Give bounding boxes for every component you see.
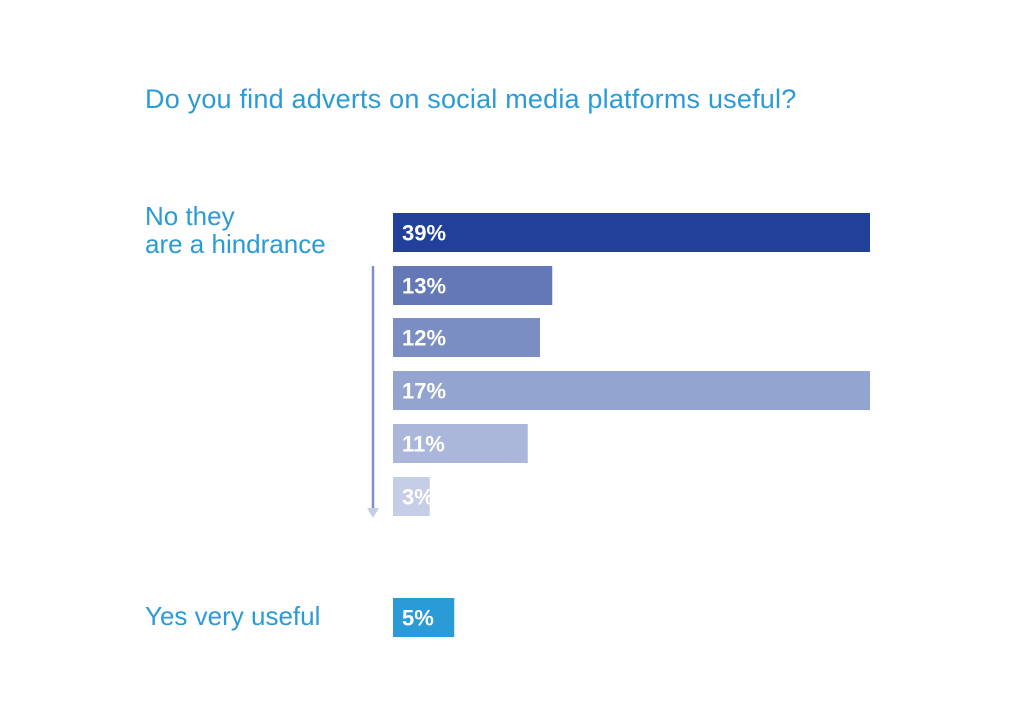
- bar-1: [393, 213, 870, 252]
- bar-value-label-4: 17%: [402, 379, 446, 404]
- bar-value-label-6: 3%: [402, 485, 434, 510]
- bar-4: [393, 371, 870, 410]
- bar-value-label-3: 12%: [402, 326, 446, 351]
- bar-value-label-1: 39%: [402, 221, 446, 246]
- bar-3: [393, 318, 540, 357]
- scale-label-top-line-1: No they: [145, 201, 235, 231]
- chart-title: Do you find adverts on social media plat…: [145, 84, 797, 114]
- bar-5: [393, 424, 528, 463]
- scale-label-bottom: Yes very useful: [145, 601, 321, 631]
- bar-value-label-7: 5%: [402, 606, 434, 631]
- scale-label-top-line-2: are a hindrance: [145, 229, 326, 259]
- bar-2: [393, 266, 553, 305]
- bar-7: [393, 598, 455, 637]
- scale-label-top: No they are a hindrance: [145, 202, 326, 258]
- bar-value-label-5: 11%: [402, 432, 445, 457]
- scale-arrow-head: [367, 508, 379, 518]
- bar-6: [393, 477, 430, 516]
- bar-value-label-2: 13%: [402, 274, 446, 299]
